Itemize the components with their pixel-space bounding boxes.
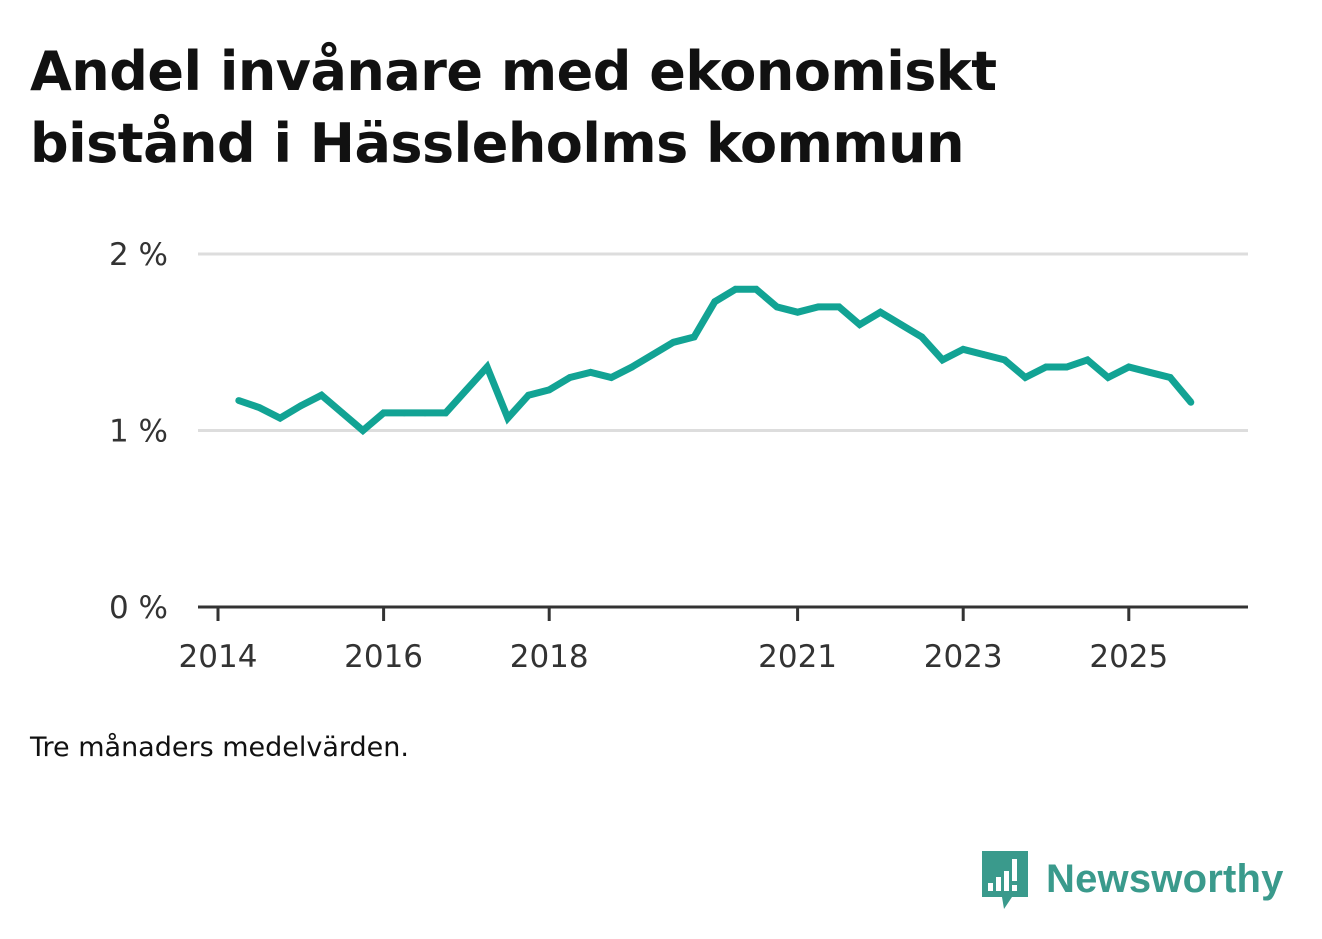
data-point [711, 298, 719, 306]
data-point [1146, 368, 1153, 376]
data-point [835, 303, 843, 311]
data-point [918, 333, 926, 341]
y-tick-label: 1 % [109, 414, 168, 450]
data-point [649, 351, 657, 358]
grid-lines [198, 252, 1248, 432]
x-tick-label: 2014 [179, 639, 258, 675]
data-point [318, 391, 325, 399]
data-point [256, 404, 263, 411]
x-axis-ticks: 2014 2016 2018 2021 2023 2025 [179, 607, 1168, 675]
series-group [235, 285, 1195, 436]
data-point [752, 285, 760, 293]
data-point [297, 402, 305, 410]
data-point [670, 338, 677, 346]
data-point [463, 386, 470, 394]
data-point [628, 363, 636, 371]
data-point [856, 321, 864, 328]
x-tick-label: 2016 [344, 639, 423, 675]
data-point [421, 409, 429, 417]
data-point [338, 409, 346, 417]
data-point [773, 303, 781, 311]
data-point [877, 308, 884, 316]
data-point [980, 351, 988, 358]
data-point [1187, 398, 1195, 406]
data-point [959, 345, 967, 353]
x-tick-label: 2018 [510, 639, 589, 675]
data-point [545, 386, 553, 394]
data-point [359, 427, 367, 434]
y-tick-label: 0 % [109, 590, 168, 626]
data-point [1084, 356, 1091, 364]
data-point [897, 321, 905, 328]
newsworthy-logo: Newsworthy [980, 846, 1284, 912]
y-tick-label: 2 % [109, 237, 168, 273]
x-tick-label: 2025 [1089, 639, 1168, 675]
data-point [690, 333, 698, 341]
y-axis-ticks: 0 % 1 % 2 % [109, 237, 168, 626]
line-chart: 0 % 1 % 2 % 2014 2016 2018 2021 2023 2025 [109, 237, 1248, 675]
data-point [814, 303, 822, 311]
data-point [1125, 363, 1133, 371]
chart-note: Tre månaders medelvärden. [30, 732, 409, 763]
data-point [732, 285, 739, 293]
x-tick-label: 2021 [758, 639, 837, 675]
chart-title: Andel invånare med ekonomiskt bistånd i … [30, 40, 997, 175]
series-line-0 [237, 285, 1194, 436]
data-point [525, 391, 532, 399]
data-point [939, 356, 946, 364]
data-point [1042, 363, 1050, 371]
data-point [504, 414, 512, 422]
data-point [276, 414, 284, 422]
newsworthy-logo-icon [982, 851, 1028, 909]
data-point [794, 308, 801, 316]
data-point [1021, 374, 1029, 381]
data-point [566, 374, 574, 381]
data-point [607, 374, 615, 381]
data-point [235, 397, 243, 404]
data-point [400, 409, 408, 417]
data-point [1104, 374, 1112, 381]
data-point [1063, 363, 1071, 371]
data-point [380, 409, 387, 417]
x-tick-label: 2023 [924, 639, 1003, 675]
data-point [483, 363, 491, 371]
data-point [1166, 374, 1174, 381]
data-point [1001, 356, 1008, 364]
data-point [442, 409, 450, 417]
brand-name: Newsworthy [1046, 856, 1284, 901]
data-point [587, 368, 594, 376]
